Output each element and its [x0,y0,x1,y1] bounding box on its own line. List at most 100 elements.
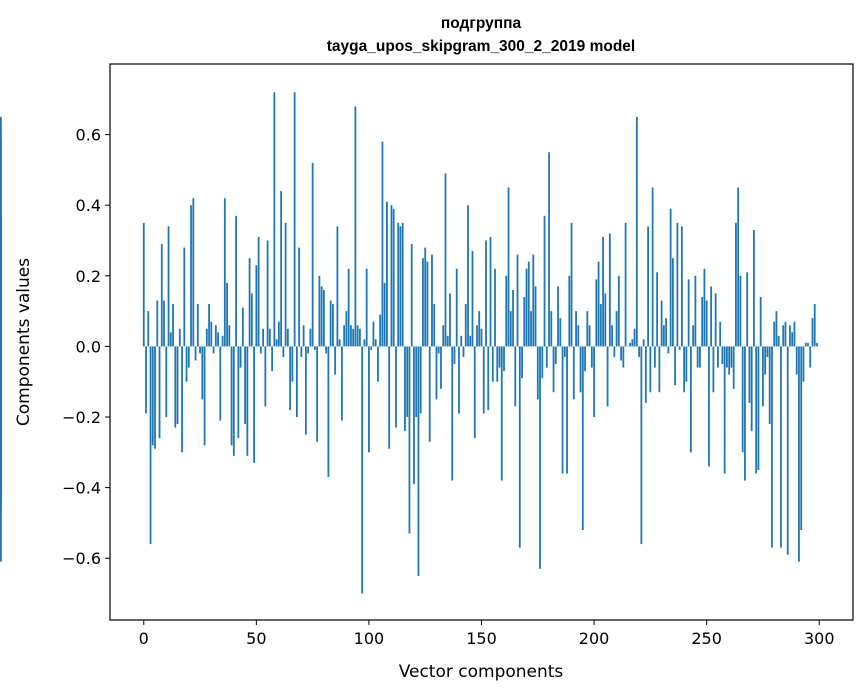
bar-225 [649,346,652,393]
bar-210 [615,311,618,347]
bar-23 [194,346,197,361]
bar-236 [674,346,677,386]
bar-235 [671,258,674,347]
bar-90 [345,311,348,347]
bar-194 [579,346,582,393]
bar-295 [807,342,809,347]
bar-136 [449,293,451,347]
bar-4 [151,346,154,446]
bar-49 [253,346,255,463]
bar-209 [613,346,616,357]
bar-201 [595,279,598,347]
bar-98 [363,339,366,347]
bar-238 [678,346,681,350]
bar-117 [406,346,409,418]
y-axis-label: Components values [14,258,34,426]
bar-115 [401,222,404,347]
bar-38 [228,325,231,347]
bar-undefined [0,328,2,347]
bar-122 [417,346,420,576]
bar-203 [599,304,602,347]
bar-290 [795,346,798,375]
bar-297 [811,318,814,347]
bar-103 [374,339,377,347]
bar-80 [322,289,325,347]
x-tick-label: 150 [466,629,497,648]
bar-53 [262,328,264,347]
bar-33 [217,332,219,347]
bar-125 [424,247,427,347]
bar-185 [559,318,562,347]
bar-232 [665,318,668,347]
bar-95 [356,325,359,347]
bar-147 [473,346,476,439]
bar-64 [286,328,289,347]
bar-178 [543,215,546,347]
bar-130 [435,346,438,400]
bar-253 [712,346,715,393]
bar-277 [766,346,769,357]
bar-173 [532,254,535,347]
bar-166 [516,254,519,347]
bar-183 [554,346,557,365]
bar-221 [640,346,643,545]
bar-196 [584,346,586,372]
bar-18 [183,247,186,347]
bar-121 [415,346,418,418]
bar-29 [208,304,210,347]
bar-276 [764,346,767,375]
bar-216 [629,342,631,347]
bar-288 [791,332,794,347]
bar-78 [318,275,321,347]
bar-14 [174,346,177,428]
bar-48 [250,293,253,347]
y-tick-label: 0.6 [76,126,101,145]
bar-undefined [0,279,2,347]
bar-146 [471,251,474,347]
bar-71 [302,325,305,347]
x-tick-label: 250 [691,629,722,648]
bar-206 [606,346,609,407]
bar-10 [165,346,168,418]
bar-245 [694,275,697,347]
bar-99 [365,268,368,347]
bar-41 [235,215,237,347]
bar-246 [696,346,699,368]
bar-291 [798,346,800,562]
bar-247 [699,346,701,368]
bar-9 [163,300,165,347]
y-tick-label: −0.4 [62,479,101,498]
bar-119 [410,244,413,347]
bar-94 [354,106,357,347]
bar-187 [563,346,566,357]
bar-88 [341,346,343,421]
bar-234 [669,208,672,347]
bar-252 [710,286,713,347]
bar-202 [597,261,600,347]
bar-28 [205,328,208,347]
bar-256 [719,321,722,347]
bar-169 [523,296,526,347]
bar-266 [741,346,744,453]
bar-57 [271,346,274,372]
bar-190 [570,222,573,347]
bar-34 [219,346,222,421]
bar-132 [440,346,442,389]
bar-281 [775,311,778,347]
bar-17 [181,346,183,453]
bar-222 [642,339,645,347]
bar-45 [244,346,246,425]
bar-42 [237,346,240,439]
bar-268 [746,272,749,347]
bar-229 [658,346,661,393]
bar-198 [588,325,591,347]
bar-16 [178,328,181,347]
bar-85 [334,346,337,375]
bar-15 [176,346,179,425]
bar-112 [395,346,397,428]
bar-135 [446,335,449,347]
bar-271 [753,229,755,347]
bar-21 [190,205,192,347]
bar-44 [241,307,244,347]
bar-87 [338,339,341,347]
